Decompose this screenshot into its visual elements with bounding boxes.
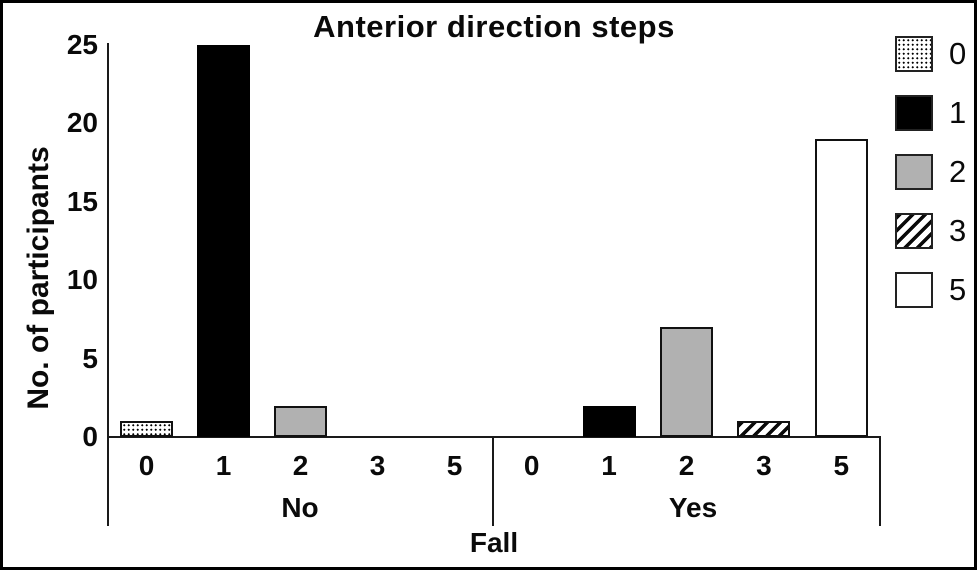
x-tick-label: 0 — [523, 450, 540, 481]
axis-right-end-line — [879, 437, 881, 526]
bar-yes-1 — [583, 406, 636, 437]
legend-swatch-white — [895, 272, 933, 308]
legend-item-1: 1 — [895, 95, 966, 131]
legend-item-2: 2 — [895, 154, 966, 190]
legend-item-0: 0 — [895, 36, 966, 72]
x-tick-label: 3 — [756, 450, 772, 481]
y-axis-line — [107, 43, 109, 526]
x-tick-label: 2 — [292, 450, 309, 481]
bar-no-2 — [274, 406, 327, 437]
legend-swatch-gray — [895, 154, 933, 190]
bar-yes-5 — [815, 139, 868, 437]
group-separator-line — [492, 437, 494, 526]
chart-title: Anterior direction steps — [313, 9, 675, 44]
x-tick-label: 5 — [833, 450, 850, 481]
y-tick-label: 5 — [82, 342, 98, 374]
x-tick-label: 2 — [678, 450, 695, 481]
legend-swatch-solid-black — [895, 95, 933, 131]
group-label-no: No — [281, 492, 319, 523]
legend-item-5: 5 — [895, 272, 966, 308]
x-tick-label: 1 — [215, 450, 232, 481]
bar-no-0 — [120, 421, 173, 437]
y-tick-label: 20 — [66, 107, 98, 139]
x-tick-label: 0 — [138, 450, 155, 481]
legend-label: 0 — [949, 36, 967, 71]
x-tick-label: 1 — [601, 450, 617, 481]
x-axis-line — [107, 436, 881, 438]
y-tick-label: 0 — [82, 421, 98, 452]
x-tick-label: 3 — [369, 450, 386, 481]
legend-label: 1 — [949, 95, 967, 130]
legend-label: 2 — [949, 154, 967, 189]
y-tick-label: 25 — [66, 29, 98, 60]
legend-swatch-dots — [895, 36, 933, 72]
y-tick-label: 10 — [66, 264, 98, 296]
group-label-yes: Yes — [668, 492, 718, 523]
x-tick-label: 5 — [446, 450, 463, 481]
legend-swatch-diagonal-hatch — [895, 213, 933, 249]
y-tick-label: 15 — [66, 185, 98, 217]
legend-item-3: 3 — [895, 213, 966, 249]
legend-label: 5 — [949, 272, 967, 307]
bar-yes-2 — [660, 327, 713, 437]
bar-yes-3 — [737, 421, 790, 437]
x-axis-label: Fall — [469, 527, 519, 558]
legend: 0 1 2 3 5 — [895, 36, 966, 331]
legend-label: 3 — [949, 213, 967, 248]
bar-no-1 — [197, 45, 250, 437]
